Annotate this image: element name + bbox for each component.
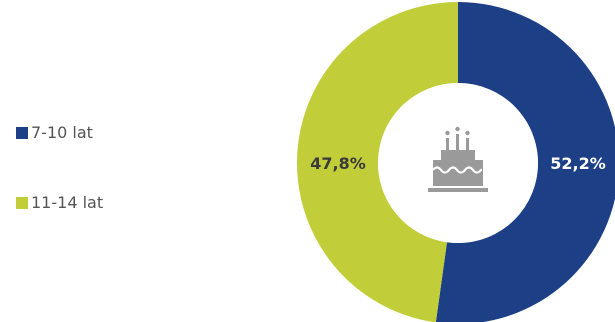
donut-slice-1	[297, 2, 458, 322]
chart-legend: 7-10 lat 11-14 lat	[16, 118, 103, 258]
slice-value-label: 47,8%	[310, 154, 366, 173]
legend-label: 11-14 lat	[31, 193, 104, 212]
legend-swatch	[16, 197, 28, 209]
donut-slice-0	[435, 2, 615, 322]
birthday-cake-icon	[428, 126, 488, 192]
legend-item-11-14: 11-14 lat	[16, 188, 103, 218]
legend-label: 7-10 lat	[31, 123, 93, 142]
slice-value-label: 52,2%	[550, 154, 606, 173]
legend-item-7-10: 7-10 lat	[16, 118, 103, 148]
legend-swatch	[16, 127, 28, 139]
